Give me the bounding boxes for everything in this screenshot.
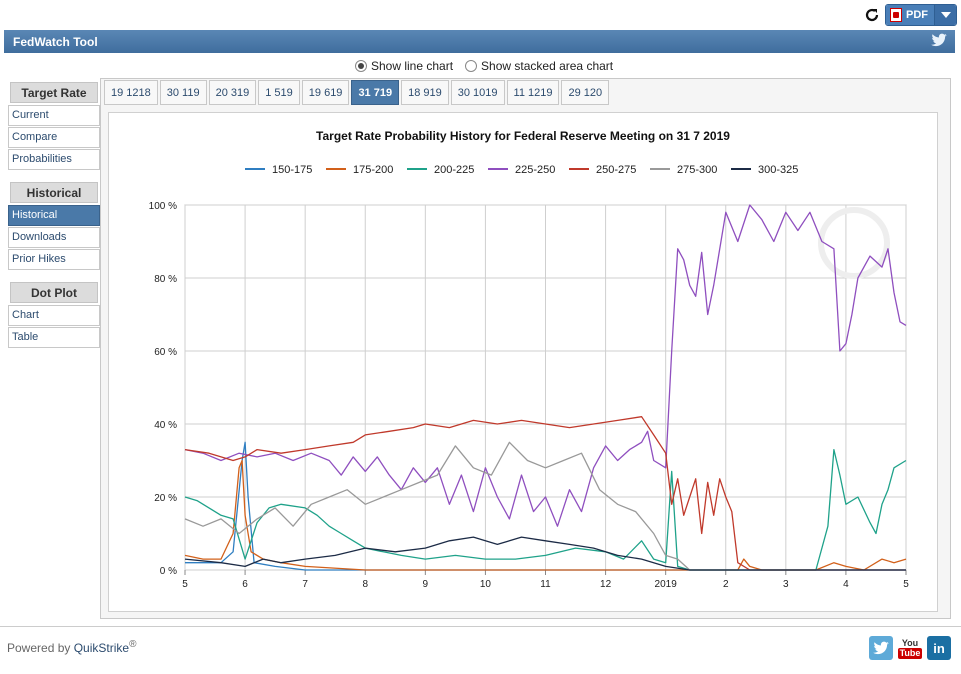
sidebar-item-chart[interactable]: Chart bbox=[8, 305, 100, 326]
x-tick-label: 10 bbox=[480, 579, 492, 590]
sidebar-group-target-rate: Target Rate bbox=[10, 82, 98, 103]
series-line bbox=[184, 416, 906, 571]
legend-label: 175-200 bbox=[353, 164, 393, 176]
legend-label: 250-275 bbox=[596, 164, 636, 176]
tab-meeting[interactable]: 20 319 bbox=[208, 80, 257, 105]
pdf-icon bbox=[890, 8, 902, 22]
x-tick-label: 5 bbox=[182, 579, 188, 590]
social-links: You Tube in bbox=[869, 636, 951, 660]
tab-meeting[interactable]: 29 120 bbox=[561, 80, 610, 105]
x-tick-label: 6 bbox=[242, 579, 248, 590]
view-toggle: Show line chart Show stacked area chart bbox=[355, 59, 613, 73]
legend-label: 200-225 bbox=[434, 164, 474, 176]
legend-label: 225-250 bbox=[515, 164, 555, 176]
y-tick-label: 100 % bbox=[149, 201, 177, 212]
radio-selected-icon bbox=[355, 60, 367, 72]
x-tick-label: 8 bbox=[362, 579, 368, 590]
legend-label: 275-300 bbox=[677, 164, 717, 176]
y-tick-label: 80 % bbox=[154, 274, 177, 285]
sidebar: Target Rate Current Compare Probabilitie… bbox=[8, 82, 100, 349]
show-line-chart-radio[interactable]: Show line chart bbox=[355, 59, 453, 73]
pdf-label: PDF bbox=[906, 9, 928, 21]
series-line bbox=[184, 448, 907, 571]
series-line bbox=[184, 459, 907, 571]
sidebar-item-historical[interactable]: Historical bbox=[8, 205, 100, 226]
sidebar-item-current[interactable]: Current bbox=[8, 105, 100, 126]
sidebar-item-table[interactable]: Table bbox=[8, 327, 100, 348]
x-tick-label: 2 bbox=[723, 579, 729, 590]
chevron-down-icon[interactable] bbox=[934, 5, 956, 25]
x-tick-label: 9 bbox=[423, 579, 429, 590]
twitter-icon[interactable] bbox=[869, 636, 893, 660]
x-tick-label: 7 bbox=[302, 579, 308, 590]
youtube-icon[interactable]: You Tube bbox=[897, 636, 923, 660]
youtube-top-text: You bbox=[901, 637, 919, 648]
radio-unselected-icon bbox=[465, 60, 478, 72]
legend-label: 300-325 bbox=[758, 164, 798, 176]
show-line-chart-label: Show line chart bbox=[371, 59, 454, 73]
app-title-bar: FedWatch Tool bbox=[4, 30, 955, 53]
series-line bbox=[185, 441, 906, 571]
tab-meeting[interactable]: 1 519 bbox=[258, 80, 300, 105]
x-tick-label: 4 bbox=[843, 579, 849, 590]
sidebar-item-downloads[interactable]: Downloads bbox=[8, 227, 100, 248]
meeting-tabs: 19 1218 30 119 20 319 1 519 19 619 31 719 18 9… bbox=[104, 80, 610, 105]
tab-meeting[interactable]: 31 719 bbox=[351, 80, 400, 105]
refresh-icon[interactable] bbox=[863, 6, 881, 24]
powered-prefix: Powered by bbox=[7, 641, 74, 655]
tab-meeting[interactable]: 30 119 bbox=[159, 80, 207, 105]
series-line bbox=[184, 441, 906, 571]
linkedin-text: in bbox=[933, 640, 945, 656]
pdf-button[interactable]: PDF bbox=[885, 4, 957, 26]
x-tick-label: 12 bbox=[600, 579, 612, 590]
sidebar-item-prior-hikes[interactable]: Prior Hikes bbox=[8, 249, 100, 270]
footer: Powered by QuikStrike® You Tube in bbox=[0, 626, 961, 674]
tab-meeting[interactable]: 19 619 bbox=[301, 80, 350, 105]
y-tick-label: 40 % bbox=[154, 420, 177, 431]
probability-chart: Target Rate Probability History for Fede… bbox=[149, 129, 910, 590]
x-tick-label: 5 bbox=[903, 579, 909, 590]
tab-meeting[interactable]: 19 1218 bbox=[104, 80, 158, 105]
x-tick-label: 2019 bbox=[655, 579, 678, 590]
y-tick-label: 0 % bbox=[160, 566, 177, 577]
sidebar-group-dot-plot: Dot Plot bbox=[10, 282, 98, 303]
linkedin-icon[interactable]: in bbox=[927, 636, 951, 660]
top-toolbar: PDF bbox=[863, 4, 957, 26]
app-title: FedWatch Tool bbox=[13, 35, 98, 49]
y-tick-label: 60 % bbox=[154, 347, 177, 358]
twitter-icon[interactable] bbox=[931, 33, 947, 50]
series-line bbox=[184, 204, 907, 527]
tab-meeting[interactable]: 18 919 bbox=[401, 80, 449, 105]
tab-meeting[interactable]: 30 1019 bbox=[450, 80, 505, 105]
sidebar-item-probabilities[interactable]: Probabilities bbox=[8, 149, 100, 170]
sidebar-group-historical: Historical bbox=[10, 182, 98, 203]
registered-mark: ® bbox=[129, 639, 137, 650]
brand-link[interactable]: QuikStrike bbox=[73, 641, 130, 655]
chart-title: Target Rate Probability History for Fede… bbox=[316, 129, 730, 143]
tab-meeting[interactable]: 11 1219 bbox=[506, 80, 560, 105]
chart-panel: Target Rate Probability History for Fede… bbox=[108, 112, 938, 612]
watermark-logo bbox=[818, 207, 890, 279]
show-stacked-area-radio[interactable]: Show stacked area chart bbox=[465, 59, 613, 73]
series-line bbox=[184, 536, 906, 571]
x-tick-label: 3 bbox=[783, 579, 789, 590]
x-tick-label: 11 bbox=[540, 579, 551, 590]
y-tick-label: 20 % bbox=[154, 493, 177, 504]
legend-label: 150-175 bbox=[272, 164, 312, 176]
sidebar-item-compare[interactable]: Compare bbox=[8, 127, 100, 148]
youtube-bottom-text: Tube bbox=[897, 647, 923, 659]
show-stacked-area-label: Show stacked area chart bbox=[481, 59, 614, 73]
powered-by: Powered by QuikStrike® bbox=[7, 639, 136, 655]
